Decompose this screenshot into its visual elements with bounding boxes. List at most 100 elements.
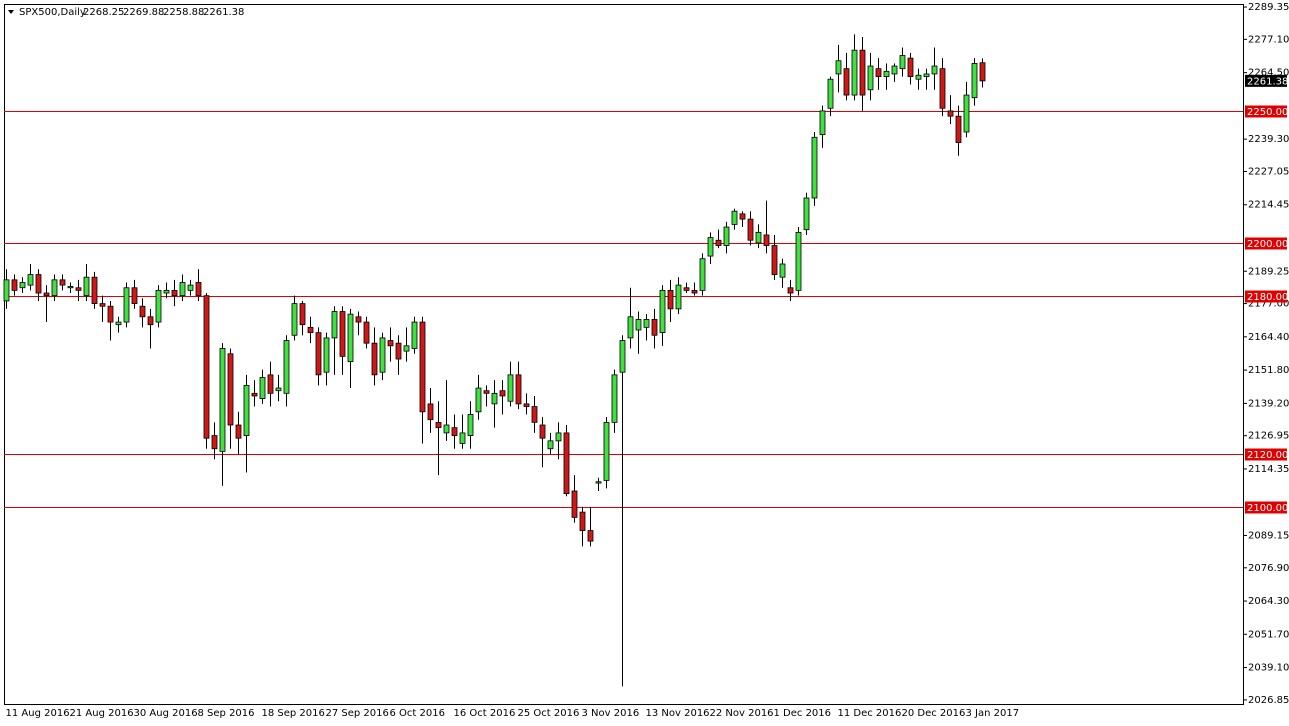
- candle-body: [491, 392, 498, 405]
- candle-body: [363, 321, 370, 344]
- header-high: 2269.88: [123, 7, 164, 18]
- candle-body: [203, 295, 210, 439]
- candle-body: [955, 115, 962, 143]
- header-close: 2261.38: [203, 7, 244, 18]
- x-tick-label: 16 Oct 2016: [454, 708, 516, 719]
- candle-body: [707, 237, 714, 257]
- candle-body: [931, 65, 938, 75]
- candle-body: [219, 348, 226, 452]
- price-label-box: [1245, 74, 1287, 87]
- candle-body: [419, 321, 426, 413]
- candle-body: [507, 374, 514, 402]
- candle-body: [595, 481, 602, 484]
- candle-body: [915, 74, 922, 80]
- x-tick-label: 11 Dec 2016: [838, 708, 902, 719]
- candle-body: [715, 239, 722, 246]
- candle-body: [243, 385, 250, 436]
- candle-body: [979, 62, 986, 82]
- menu-triangle: [8, 10, 14, 14]
- candle-body: [579, 511, 586, 531]
- candle-body: [115, 321, 122, 326]
- level-label: 2100.00: [1247, 503, 1288, 514]
- candle-body: [459, 432, 466, 444]
- y-tick-label: 2177.00: [1248, 299, 1289, 310]
- level-label: 2250.00: [1247, 107, 1288, 118]
- candle-body: [755, 231, 762, 244]
- candle-body: [883, 70, 890, 77]
- candle-body: [515, 374, 522, 405]
- y-tick-label: 2089.15: [1248, 530, 1289, 541]
- candle-body: [379, 337, 386, 373]
- candle-body: [259, 377, 266, 400]
- candle-body: [371, 342, 378, 376]
- x-tick-label: 13 Nov 2016: [646, 708, 710, 719]
- candle-body: [723, 226, 730, 246]
- candle-body: [627, 316, 634, 339]
- candle-body: [875, 68, 882, 77]
- plot-frame: [4, 4, 1244, 705]
- y-tick-label: 2227.05: [1248, 166, 1289, 177]
- candle-body: [619, 340, 626, 373]
- candle-body: [11, 279, 18, 291]
- candle-body: [867, 65, 874, 91]
- x-tick-label: 21 Aug 2016: [70, 708, 134, 719]
- candle-body: [699, 258, 706, 291]
- candle-body: [67, 286, 74, 289]
- candle-body: [155, 289, 162, 323]
- candle-body: [59, 279, 66, 286]
- x-tick-label: 6 Oct 2016: [390, 708, 445, 719]
- candle-body: [139, 305, 146, 318]
- x-tick-label: 20 Dec 2016: [902, 708, 966, 719]
- candle-body: [123, 287, 130, 323]
- candle-body: [611, 374, 618, 423]
- candle-body: [635, 319, 642, 331]
- level-label-box: [1245, 448, 1287, 461]
- candle-body: [267, 374, 274, 394]
- candle-body: [939, 68, 946, 109]
- candle-body: [171, 289, 178, 297]
- candle-body: [603, 421, 610, 481]
- x-tick-label: 25 Oct 2016: [518, 708, 580, 719]
- candle-body: [891, 65, 898, 75]
- x-tick-label: 8 Sep 2016: [198, 708, 255, 719]
- y-tick-label: 2126.95: [1248, 431, 1289, 442]
- candle-body: [403, 345, 410, 352]
- candle-body: [571, 490, 578, 518]
- y-tick-label: 2064.30: [1248, 596, 1289, 607]
- candle-body: [227, 353, 234, 426]
- price-label: 2261.38: [1247, 76, 1288, 87]
- candle-body: [763, 234, 770, 246]
- candle-body: [739, 213, 746, 220]
- y-tick-label: 2076.90: [1248, 563, 1289, 574]
- candle-body: [747, 218, 754, 241]
- candle-body: [683, 287, 690, 291]
- candle-body: [859, 49, 866, 96]
- candle-body: [971, 62, 978, 99]
- y-tick-label: 2151.80: [1248, 365, 1289, 376]
- y-tick-label: 2164.40: [1248, 332, 1289, 343]
- candle-body: [147, 316, 154, 326]
- candle-body: [531, 406, 538, 423]
- y-tick-label: 2039.10: [1248, 663, 1289, 674]
- candle-body: [907, 57, 914, 77]
- candle-body: [179, 282, 186, 297]
- candle-body: [283, 340, 290, 394]
- candle-body: [827, 78, 834, 109]
- candle-body: [667, 289, 674, 310]
- header-low: 2258.88: [163, 7, 204, 18]
- candle-body: [819, 110, 826, 136]
- candle-body: [427, 403, 434, 421]
- header-open: 2268.25: [83, 7, 124, 18]
- y-tick-label: 2239.30: [1248, 134, 1289, 145]
- candle-body: [411, 321, 418, 349]
- candle-body: [779, 263, 786, 278]
- candle-body: [91, 276, 98, 304]
- candle-body: [443, 424, 450, 434]
- y-tick-label: 2114.35: [1248, 464, 1289, 475]
- y-tick-label: 2139.20: [1248, 398, 1289, 409]
- y-tick-label: 2289.35: [1248, 2, 1289, 13]
- candle-body: [811, 136, 818, 199]
